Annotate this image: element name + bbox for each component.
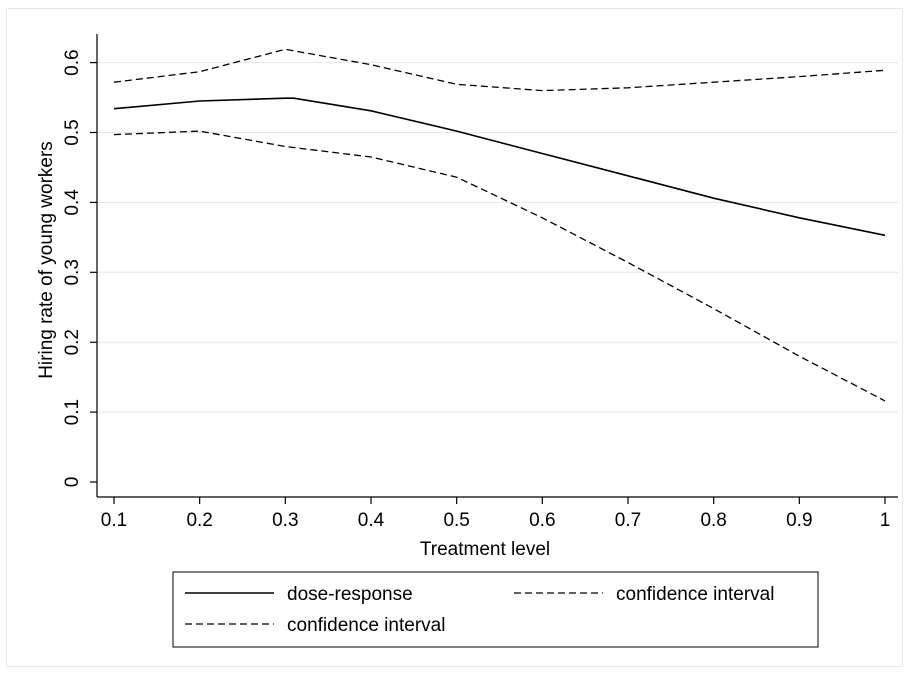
axes <box>96 34 898 498</box>
series-layer <box>113 48 886 402</box>
chart-frame <box>6 8 903 667</box>
y-tick-label: 0 <box>62 477 83 488</box>
legend-box <box>172 571 819 648</box>
y-tick-label: 0.3 <box>62 259 83 285</box>
x-tick-label: 0.5 <box>443 510 469 531</box>
x-tick-label: 0.9 <box>786 510 812 531</box>
y-tick-label: 0.5 <box>62 119 83 145</box>
series-line-2 <box>113 130 886 402</box>
legend-label-dose-response: dose-response <box>287 584 413 605</box>
legend: dose-response confidence interval confid… <box>172 571 819 648</box>
legend-label-upper-ci: confidence interval <box>616 584 774 605</box>
x-tick-label: 0.6 <box>529 510 555 531</box>
x-tick-label: 0.7 <box>615 510 641 531</box>
y-tick-label: 0.6 <box>62 49 83 75</box>
series-line-1 <box>113 48 886 92</box>
x-tick-label: 0.4 <box>358 510 385 531</box>
x-tick-label: 0.3 <box>272 510 298 531</box>
x-ticks: 0.1 0.2 0.3 0.4 0.5 0.6 0.7 0.8 0.9 1 <box>101 497 891 531</box>
y-ticks: 0 0.1 0.2 0.3 0.4 0.5 0.6 <box>62 49 97 487</box>
x-tick-label: 0.8 <box>700 510 726 531</box>
y-tick-label: 0.2 <box>62 329 83 355</box>
x-tick-label: 1 <box>880 510 891 531</box>
x-axis-title: Treatment level <box>420 539 550 560</box>
y-tick-label: 0.4 <box>62 189 83 216</box>
series-line-0 <box>113 97 886 237</box>
x-tick-label: 0.2 <box>186 510 212 531</box>
legend-label-lower-ci: confidence interval <box>287 615 445 636</box>
y-axis-title: Hiring rate of young workers <box>36 141 57 379</box>
x-tick-label: 0.1 <box>101 510 127 531</box>
gridlines <box>97 62 898 413</box>
y-tick-label: 0.1 <box>62 399 83 425</box>
